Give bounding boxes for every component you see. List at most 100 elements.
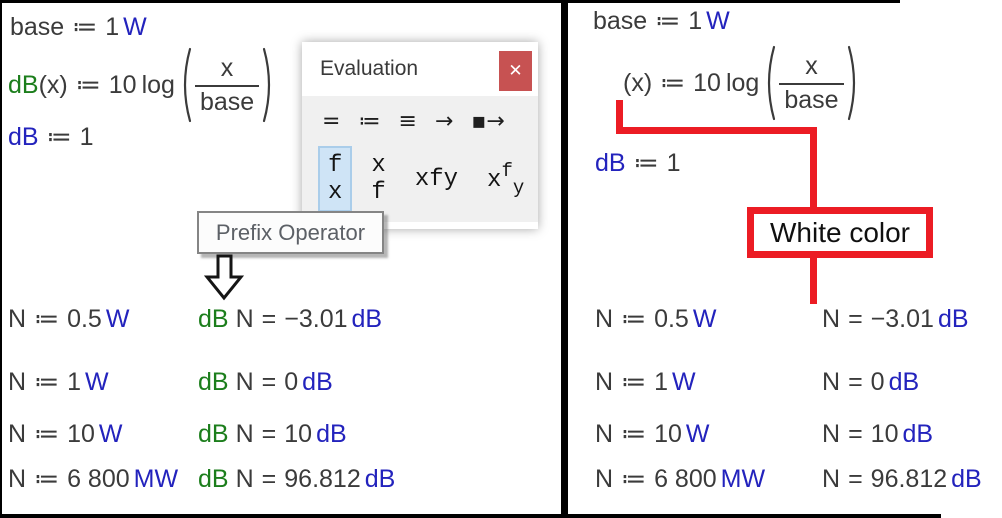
annotation-line-horizontal	[616, 127, 817, 134]
result-value: 96.812	[284, 465, 361, 493]
left-n-definition-4[interactable]: N ≔ 6 800 MW	[8, 465, 178, 493]
result-unit: dB	[888, 368, 920, 396]
popup-title: Evaluation	[320, 57, 419, 80]
var-name: base	[593, 7, 648, 35]
result-unit: dB	[351, 305, 383, 333]
right-function-definition-missing-name[interactable]: (x) ≔ 10 log x base	[623, 44, 861, 122]
var-name: base	[10, 13, 65, 41]
result-value: −3.01	[870, 305, 934, 333]
log-function: log	[725, 68, 760, 97]
var-name: N	[822, 305, 841, 333]
value: 0.5	[67, 305, 102, 333]
var-name: N	[8, 420, 27, 448]
infix-operator-button[interactable]: xfy	[405, 160, 468, 199]
unit: W	[685, 420, 710, 448]
right-n-evaluation-4[interactable]: N = 96.812 dB	[822, 465, 982, 493]
top-edge-line	[0, 0, 900, 3]
var-name: N	[235, 420, 254, 448]
var-name: N	[822, 368, 841, 396]
evaluate-equals-button[interactable]: =	[322, 109, 341, 134]
equals-operator: =	[261, 368, 277, 396]
prefix-operator-button[interactable]: f x	[318, 146, 353, 212]
unit: W	[84, 368, 109, 396]
assign-operator: ≔	[621, 368, 647, 396]
result-value: 10	[870, 420, 899, 448]
tree-operator-button[interactable]: xfy	[477, 154, 534, 205]
right-db-unit-definition[interactable]: dB ≔ 1	[595, 149, 681, 177]
denominator: base	[784, 85, 839, 114]
left-n-evaluation-2[interactable]: dB N = 0 dB	[198, 368, 333, 396]
open-paren-icon	[183, 47, 192, 123]
var-name: N	[595, 368, 614, 396]
var-name: N	[8, 465, 27, 493]
right-n-definition-1[interactable]: N ≔ 0.5 W	[595, 305, 717, 333]
value: 10	[654, 420, 682, 448]
right-n-evaluation-2[interactable]: N = 0 dB	[822, 368, 920, 396]
left-db-function-definition[interactable]: dB (x) ≔ 10 log x base	[8, 46, 276, 124]
assign-operator: ≔	[660, 68, 686, 97]
db-prefix: dB	[198, 305, 229, 333]
value: 10	[67, 420, 95, 448]
unit-name: dB	[8, 123, 39, 151]
symbolic-keyword-eval-button[interactable]: ▪→	[471, 109, 505, 134]
assign-operator: ≔	[34, 465, 60, 493]
equals-operator: =	[848, 305, 863, 333]
value: 6 800	[654, 465, 717, 493]
function-arg: (x)	[38, 70, 68, 99]
assign-operator: ≔	[34, 368, 60, 396]
result-value: 96.812	[870, 465, 948, 493]
right-n-definition-2[interactable]: N ≔ 1 W	[595, 368, 696, 396]
value: 1	[654, 368, 668, 396]
left-n-evaluation-3[interactable]: dB N = 10 dB	[198, 420, 347, 448]
equals-operator: =	[261, 465, 277, 493]
function-arg: (x)	[623, 68, 653, 97]
value: 1	[666, 149, 681, 177]
left-base-definition[interactable]: base ≔ 1 W	[10, 13, 147, 41]
db-prefix: dB	[198, 368, 229, 396]
right-n-evaluation-1[interactable]: N = −3.01 dB	[822, 305, 969, 333]
unit: W	[98, 420, 123, 448]
result-unit: dB	[937, 305, 969, 333]
fraction-bar	[779, 82, 844, 85]
assign-operator: ≔	[621, 465, 647, 493]
equals-operator: =	[848, 420, 863, 448]
left-n-definition-3[interactable]: N ≔ 10 W	[8, 420, 123, 448]
popup-title-bar[interactable]: Evaluation ✕	[302, 42, 538, 96]
left-n-definition-2[interactable]: N ≔ 1 W	[8, 368, 109, 396]
close-button[interactable]: ✕	[499, 51, 532, 91]
result-value: −3.01	[284, 305, 348, 333]
annotation-box: White color	[747, 207, 933, 258]
equals-operator: =	[261, 305, 277, 333]
annotation-line-vertical-1	[616, 100, 623, 134]
definition-button[interactable]: ≔	[358, 109, 381, 134]
numerator: x	[805, 52, 818, 81]
result-value: 0	[870, 368, 885, 396]
right-n-definition-4[interactable]: N ≔ 6 800 MW	[595, 465, 766, 493]
panel-divider	[561, 0, 568, 518]
var-name: N	[595, 420, 614, 448]
close-paren-icon	[847, 45, 855, 121]
left-n-evaluation-1[interactable]: dB N = −3.01 dB	[198, 305, 383, 333]
var-name: N	[235, 305, 254, 333]
annotation-label: White color	[769, 216, 911, 248]
log-function: log	[141, 70, 175, 99]
unit: MW	[720, 465, 766, 493]
global-definition-button[interactable]: ≡	[398, 109, 417, 134]
result-value: 0	[284, 368, 299, 396]
right-n-evaluation-3[interactable]: N = 10 dB	[822, 420, 933, 448]
unit: W	[706, 7, 730, 35]
db-prefix: dB	[198, 465, 229, 493]
left-db-unit-definition[interactable]: dB ≔ 1	[8, 123, 94, 151]
postfix-operator-button[interactable]: x f	[361, 146, 395, 212]
right-n-definition-3[interactable]: N ≔ 10 W	[595, 420, 710, 448]
var-name: N	[235, 465, 254, 493]
annotation-line-vertical-3	[810, 257, 817, 304]
symbolic-eval-button[interactable]: →	[434, 109, 454, 134]
right-base-definition[interactable]: base ≔ 1 W	[593, 7, 730, 35]
unit: W	[692, 305, 717, 333]
var-name: N	[235, 368, 254, 396]
evaluation-popup: Evaluation ✕ = ≔ ≡ → ▪→ f x x f xfy xfy	[302, 42, 538, 229]
left-n-evaluation-4[interactable]: dB N = 96.812 dB	[198, 465, 395, 493]
value: 0.5	[654, 305, 689, 333]
left-n-definition-1[interactable]: N ≔ 0.5 W	[8, 305, 129, 333]
